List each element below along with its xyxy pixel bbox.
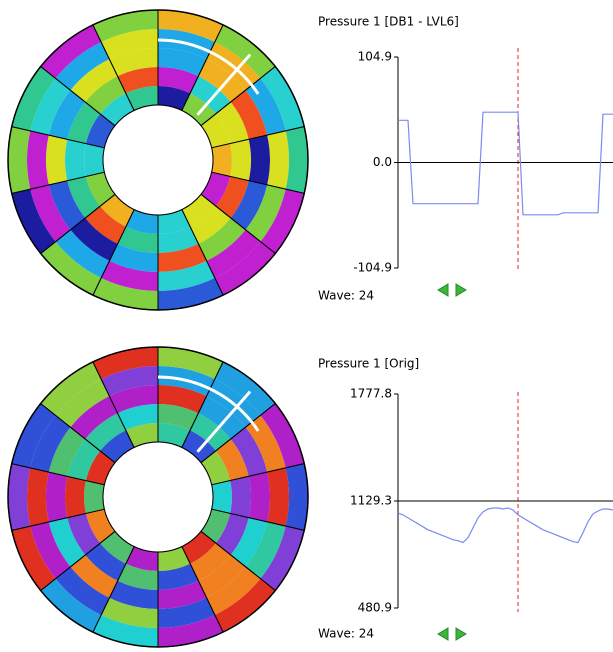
polar-cell [27, 468, 49, 526]
page: Pressure 1 [DB1 - LVL6] Wave: 24 -104.9 0.0… [0, 0, 613, 652]
prev-button[interactable] [438, 628, 448, 640]
chart-title: Pressure 1 [Orig] [318, 357, 419, 371]
y-tick-label: 0.0 [373, 155, 392, 169]
data-line [398, 508, 613, 543]
chart-title: Pressure 1 [DB1 - LVL6] [318, 15, 459, 29]
screen: Pressure 1 [DB1 - LVL6] Wave: 24 -104.9 0.0… [0, 0, 613, 648]
y-tick-label: 1129.3 [350, 494, 392, 508]
ring-hole [103, 105, 213, 215]
polar-cell [230, 139, 251, 180]
polar-map [8, 10, 308, 310]
y-tick-label: 104.9 [358, 50, 392, 64]
next-button[interactable] [456, 284, 466, 296]
y-tick-label: -104.9 [353, 261, 392, 275]
wave-label: Wave: 24 [318, 289, 374, 303]
polar-cell [46, 472, 67, 522]
data-line [398, 112, 613, 215]
polar-cell [267, 468, 289, 526]
y-tick-label: 1777.8 [350, 387, 392, 401]
polar-cell [84, 144, 104, 177]
polar-cell [249, 135, 270, 185]
polar-cell [267, 131, 289, 189]
polar-cell [27, 131, 49, 189]
polar-cell [249, 472, 270, 522]
polar-cell [65, 139, 86, 180]
polar-cell [286, 127, 308, 194]
prev-button[interactable] [438, 284, 448, 296]
ring-hole [103, 442, 213, 552]
polar-cell [230, 476, 251, 517]
polar-cell [212, 144, 232, 177]
polar-cell [212, 481, 232, 514]
polar-cell [46, 135, 67, 185]
polar-cell [84, 481, 104, 514]
y-tick-label: 480.9 [358, 601, 392, 615]
wave-label: Wave: 24 [318, 627, 374, 641]
polar-cell [8, 127, 30, 194]
polar-cell [65, 476, 86, 517]
next-button[interactable] [456, 628, 466, 640]
polar-cell [286, 464, 308, 531]
polar-cell [8, 464, 30, 531]
polar-map [8, 347, 308, 647]
